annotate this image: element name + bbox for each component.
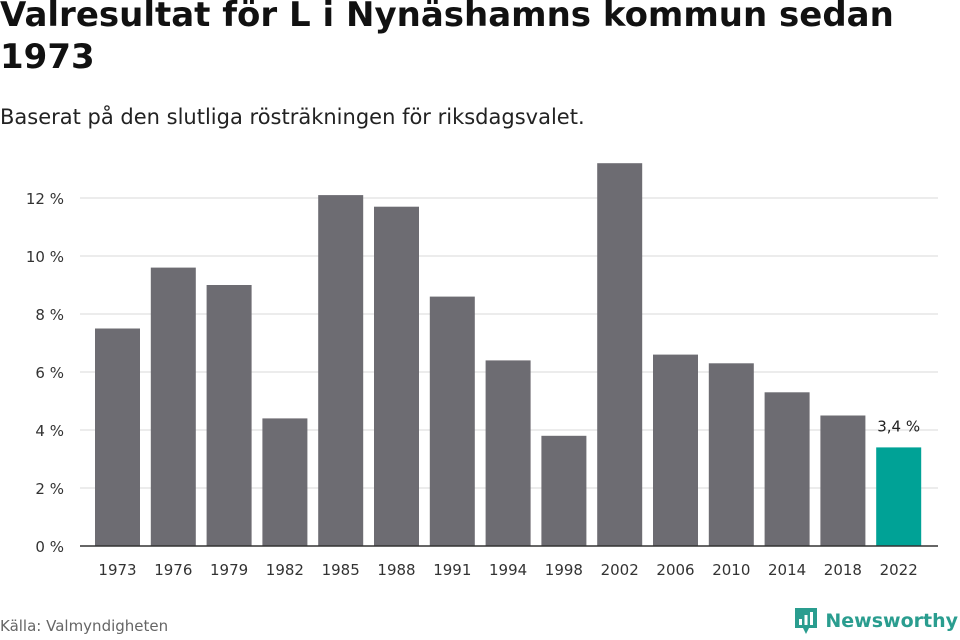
bar-1979 bbox=[206, 285, 252, 546]
y-axis-tick-labels: 0 % 2 % 4 % 6 % 8 % 10 % 12 % bbox=[26, 190, 64, 556]
bar-1973 bbox=[95, 328, 140, 546]
x-tick-label: 2010 bbox=[712, 561, 750, 579]
x-tick-label: 1991 bbox=[433, 561, 471, 579]
chart-title: Valresultat för L i Nynäshamns kommun se… bbox=[0, 0, 894, 77]
bar-2022 bbox=[876, 447, 922, 546]
bar-2014 bbox=[764, 392, 810, 546]
bar-1998 bbox=[541, 435, 587, 546]
x-tick-label: 1988 bbox=[377, 561, 415, 579]
x-tick-label: 1979 bbox=[210, 561, 248, 579]
bar-1976 bbox=[150, 267, 196, 546]
y-tick-label: 8 % bbox=[35, 306, 64, 324]
y-tick-label: 10 % bbox=[26, 248, 64, 266]
x-tick-label: 1985 bbox=[322, 561, 360, 579]
data-label: 3,4 % bbox=[877, 417, 920, 435]
bar-2018 bbox=[820, 415, 866, 546]
brand-name: Newsworthy bbox=[825, 610, 958, 632]
bar-1988 bbox=[374, 206, 419, 546]
brand-logo: Newsworthy bbox=[793, 606, 958, 636]
x-tick-label: 2014 bbox=[768, 561, 806, 579]
x-tick-label: 1998 bbox=[545, 561, 583, 579]
bars bbox=[80, 163, 938, 547]
x-tick-label: 1976 bbox=[154, 561, 192, 579]
x-tick-label: 1994 bbox=[489, 561, 527, 579]
newsworthy-logo-icon bbox=[795, 608, 818, 634]
x-tick-label: 1973 bbox=[98, 561, 136, 579]
chart-subtitle: Baserat på den slutliga rösträkningen fö… bbox=[0, 105, 585, 129]
source-note: Källa: Valmyndigheten bbox=[0, 617, 169, 635]
bar-2010 bbox=[708, 363, 754, 546]
x-tick-label: 1982 bbox=[266, 561, 304, 579]
y-tick-label: 12 % bbox=[26, 190, 64, 208]
bar-1985 bbox=[318, 195, 364, 546]
bar-2002 bbox=[597, 163, 643, 546]
bar-1991 bbox=[429, 296, 475, 546]
bar-chart: 0 % 2 % 4 % 6 % 8 % 10 % 12 % 1973 1976 1979 1982… bbox=[26, 163, 938, 579]
x-tick-label: 2022 bbox=[880, 561, 918, 579]
x-tick-label: 2002 bbox=[601, 561, 639, 579]
data-labels: 3,4 % bbox=[877, 417, 920, 435]
y-tick-label: 2 % bbox=[35, 480, 64, 498]
bar-1994 bbox=[485, 360, 531, 546]
y-tick-label: 4 % bbox=[35, 422, 64, 440]
bar-2006 bbox=[653, 354, 698, 546]
x-tick-label: 2006 bbox=[656, 561, 694, 579]
x-tick-label: 2018 bbox=[824, 561, 862, 579]
bar-1982 bbox=[262, 418, 308, 546]
y-tick-label: 0 % bbox=[35, 538, 64, 556]
x-axis-tick-labels: 1973 1976 1979 1982 1985 1988 1991 1994 1998 2002… bbox=[98, 561, 917, 579]
y-tick-label: 6 % bbox=[35, 364, 64, 382]
